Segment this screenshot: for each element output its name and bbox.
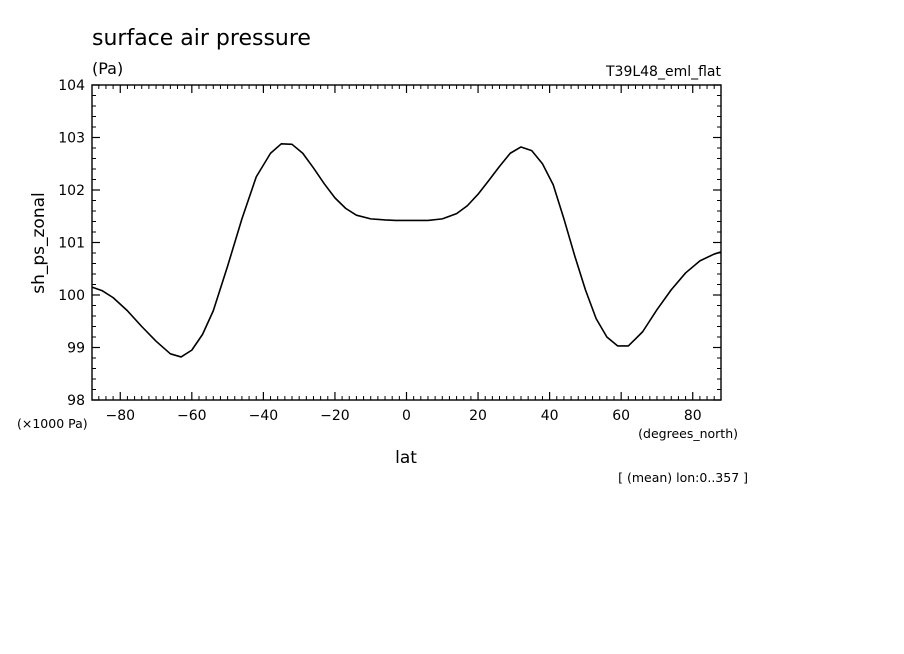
series-line [91, 143, 722, 358]
x-tick-labels: −80 −60 −40 −20 0 20 40 60 80 [105, 408, 701, 424]
x-tick-label: 20 [469, 408, 487, 424]
x-tick-label: 60 [612, 408, 630, 424]
y-tick-label: 101 [58, 236, 85, 252]
y-unit-label: (×1000 Pa) [17, 416, 88, 431]
y-tick-label: 99 [67, 341, 85, 357]
averaging-note: [ (mean) lon:0..357 ] [618, 470, 748, 485]
chart-title: surface air pressure [92, 26, 311, 51]
y-tick-label: 103 [58, 131, 85, 147]
y-tick-label: 102 [58, 183, 85, 199]
y-axis-label: sh_ps_zonal [29, 192, 49, 294]
x-tick-label: 0 [402, 408, 411, 424]
x-tick-label: −40 [249, 408, 279, 424]
x-tick-label: −20 [320, 408, 350, 424]
y-tick-label: 100 [58, 288, 85, 304]
x-tick-label: 40 [541, 408, 559, 424]
x-unit-label: (degrees_north) [638, 426, 738, 441]
x-tick-label: −80 [105, 408, 135, 424]
plot-area: −80 −60 −40 −20 0 20 40 60 80 98 99 100 101 102 103 10… [58, 78, 722, 424]
x-tick-label: 80 [684, 408, 702, 424]
x-tick-label: −60 [177, 408, 207, 424]
y-tick-label: 104 [58, 78, 85, 94]
y-tick-label: 98 [67, 393, 85, 409]
x-axis-label: lat [395, 448, 417, 468]
run-label: T39L48_eml_flat [605, 64, 722, 80]
chart-units: (Pa) [92, 59, 123, 78]
plot-frame [91, 84, 722, 401]
y-tick-labels: 98 99 100 101 102 103 104 [58, 78, 85, 409]
